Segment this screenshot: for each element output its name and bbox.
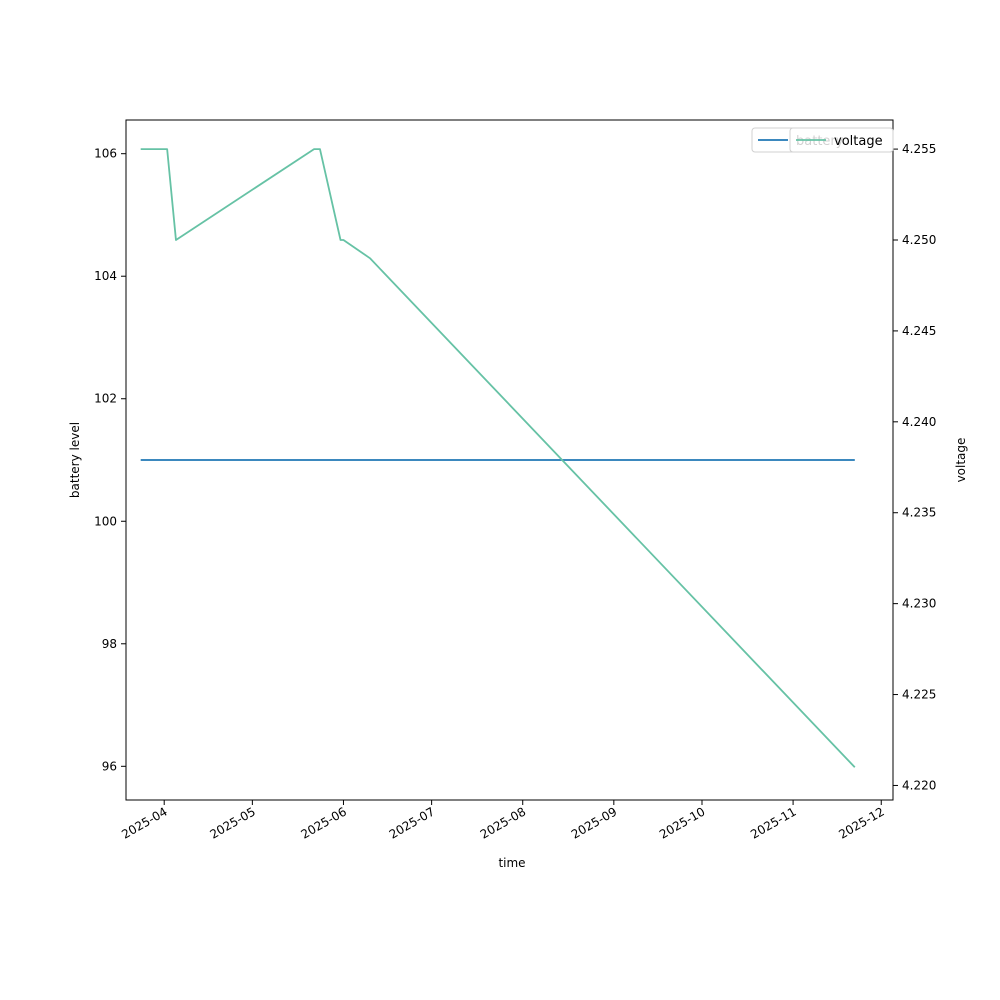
y-left-tick-label: 102 xyxy=(94,392,117,406)
y-right-tick-label: 4.240 xyxy=(902,415,936,429)
y-right-tick-label: 4.225 xyxy=(902,688,936,702)
y-right-tick-label: 4.220 xyxy=(902,778,936,792)
y-left-tick-label: 106 xyxy=(94,147,117,161)
plot-frame xyxy=(125,119,894,801)
series-layer xyxy=(140,148,856,768)
legend-label-voltage: voltage xyxy=(834,134,883,149)
x-axis-label: time xyxy=(498,856,525,870)
y-left-tick-label: 98 xyxy=(102,637,117,651)
y-left-tick-label: 100 xyxy=(94,514,117,528)
y-left-tick-label: 96 xyxy=(102,759,117,773)
y-right-axis-label: voltage xyxy=(954,438,968,483)
y-right-tick-label: 4.255 xyxy=(902,142,936,156)
y-right-tick-label: 4.230 xyxy=(902,597,936,611)
legend-layer: batteryvoltage xyxy=(751,127,894,153)
y-left-tick-label: 104 xyxy=(94,269,117,283)
y-left-axis-label: battery level xyxy=(68,422,82,498)
legend-box xyxy=(789,127,894,153)
y-right-tick-label: 4.235 xyxy=(902,506,936,520)
y-right-tick-label: 4.245 xyxy=(902,324,936,338)
series-line-voltage xyxy=(140,148,856,768)
y-right-tick-label: 4.250 xyxy=(902,233,936,247)
